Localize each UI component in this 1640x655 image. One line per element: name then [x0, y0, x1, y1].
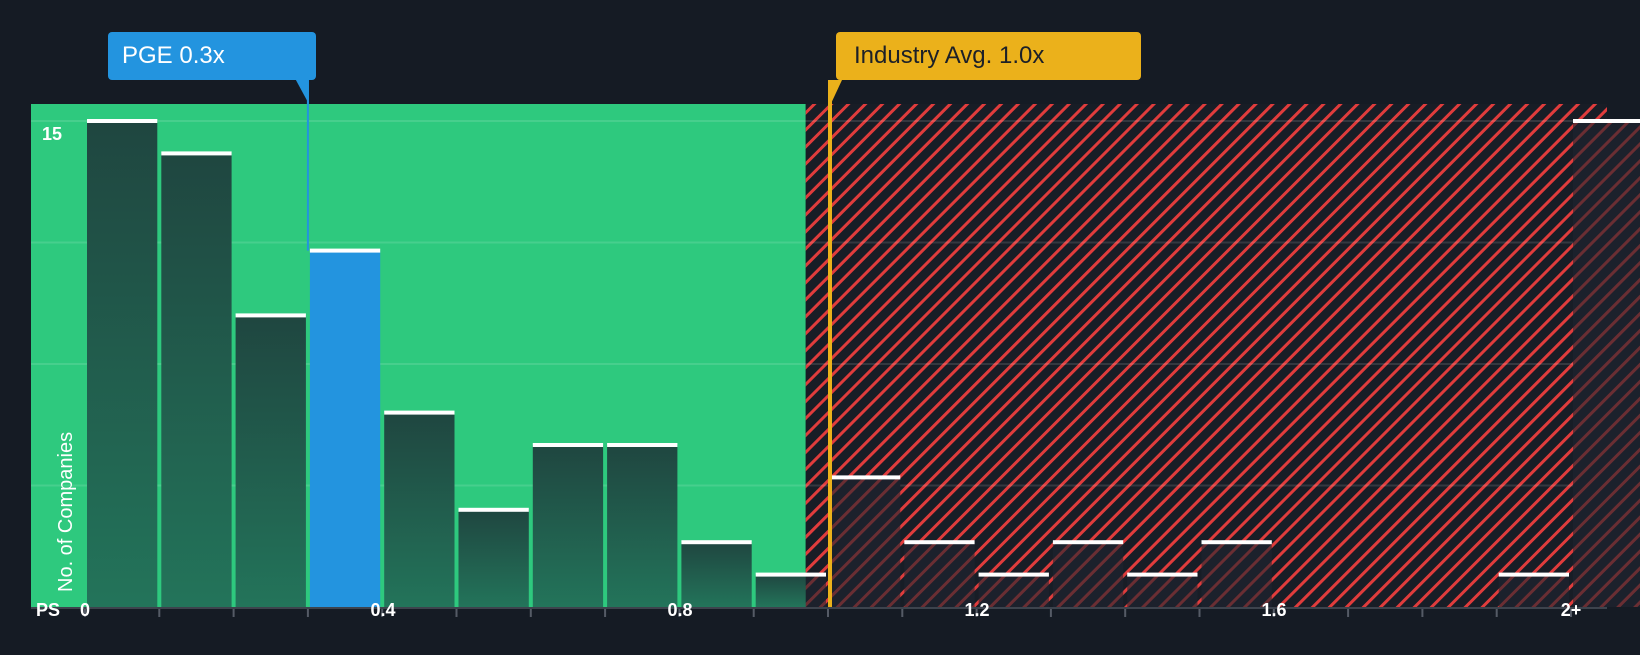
x-tick-0: 0	[79, 600, 91, 620]
y-axis-title: No. of Companies	[55, 431, 77, 592]
bar-cap	[681, 540, 752, 545]
bar-cap	[755, 572, 826, 577]
bar-cap	[607, 443, 678, 447]
histogram-bar	[978, 574, 1049, 607]
x-tick-1-2: 1.2	[964, 600, 990, 620]
bar-cap	[1052, 540, 1124, 545]
histogram-bar	[1127, 574, 1198, 607]
histogram-bar	[458, 509, 529, 607]
bar-cap	[1573, 119, 1640, 123]
histogram-bar	[532, 445, 604, 607]
x-tick-2-plus: 2+	[1560, 600, 1582, 620]
histogram-bar	[1498, 574, 1569, 607]
bar-cap	[161, 151, 232, 156]
company-callout-pointer	[295, 80, 309, 104]
bar-cap	[384, 410, 455, 415]
bar-cap	[1201, 540, 1272, 545]
above-average-zone	[805, 104, 1607, 607]
bar-cap	[458, 507, 529, 512]
histogram-bar	[1573, 121, 1640, 607]
histogram-bar	[830, 477, 901, 607]
histogram-bar	[384, 412, 455, 607]
histogram-bar	[87, 121, 158, 607]
histogram-bar	[607, 445, 678, 607]
industry-callout-pointer	[828, 80, 842, 110]
x-tick-0-4: 0.4	[370, 600, 396, 620]
x-tick-0-8: 0.8	[667, 600, 693, 620]
company-bar	[309, 250, 381, 607]
bar-cap	[532, 443, 604, 447]
x-tick-1-6: 1.6	[1261, 600, 1287, 620]
histogram-bar	[161, 153, 232, 607]
bar-cap	[904, 540, 975, 545]
histogram-bar	[1052, 542, 1124, 607]
bar-cap	[87, 119, 158, 123]
bar-cap	[830, 475, 901, 480]
bar-cap	[1498, 572, 1569, 577]
histogram-bar	[235, 315, 306, 607]
bar-cap	[978, 572, 1049, 577]
y-axis-max-label: 15	[42, 124, 63, 144]
histogram-bar	[904, 542, 975, 607]
histogram-bar	[1201, 542, 1272, 607]
industry-average-callout: Industry Avg. 1.0x	[836, 32, 1141, 80]
bar-cap	[1127, 572, 1198, 577]
company-callout: PGE 0.3x	[108, 32, 316, 80]
histogram-bar-overflow	[805, 574, 826, 607]
histogram-bar	[681, 542, 752, 607]
industry-callout-label: Industry Avg. 1.0x	[854, 42, 1045, 69]
bar-cap	[309, 248, 381, 253]
company-callout-label: PGE 0.3x	[122, 42, 225, 69]
bar-cap	[235, 313, 306, 318]
x-axis-title: PS	[36, 600, 61, 620]
